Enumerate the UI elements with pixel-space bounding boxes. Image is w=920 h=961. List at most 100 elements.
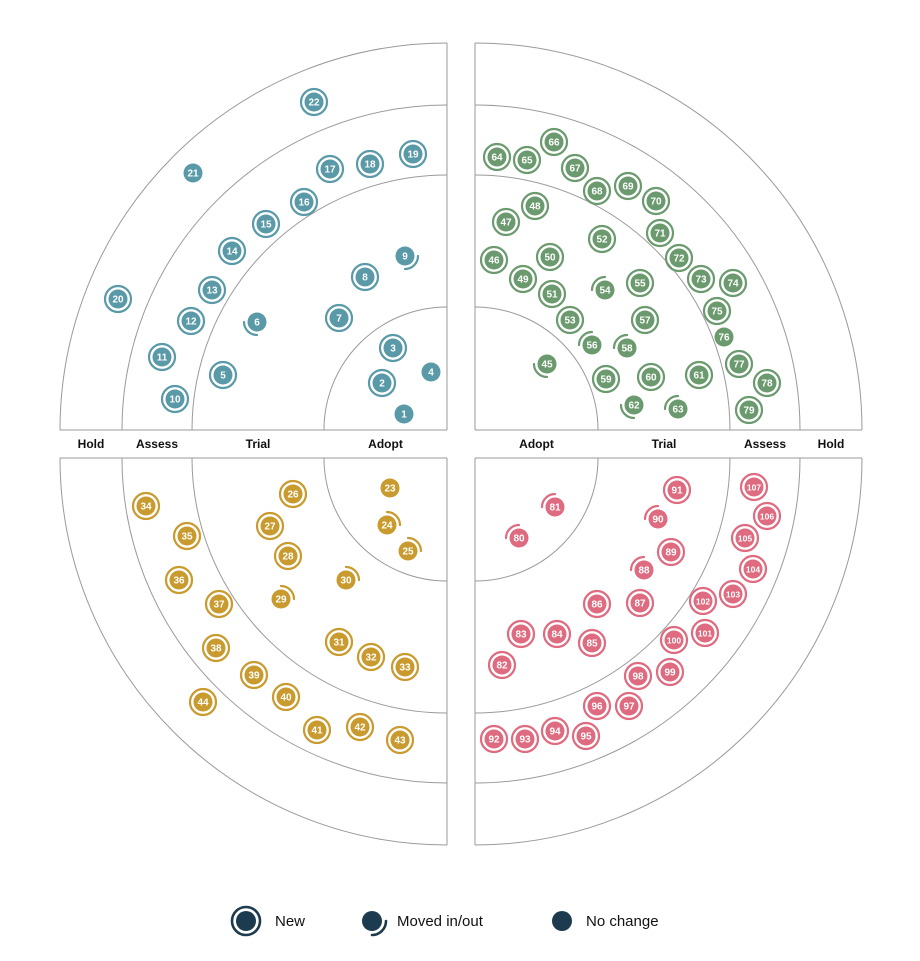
blip-48[interactable]: 48 (520, 191, 550, 221)
blip-75[interactable]: 75 (702, 296, 732, 326)
blip-87[interactable]: 87 (625, 588, 655, 618)
blip-99[interactable]: 99 (655, 657, 685, 687)
blip-20[interactable]: 20 (103, 284, 133, 314)
blip-69[interactable]: 69 (613, 171, 643, 201)
blip-52[interactable]: 52 (587, 224, 617, 254)
blip-68[interactable]: 68 (582, 176, 612, 206)
blip-58[interactable]: 58 (612, 333, 637, 358)
blip-17[interactable]: 17 (315, 154, 345, 184)
blip-33[interactable]: 33 (390, 652, 420, 682)
blip-34[interactable]: 34 (131, 491, 161, 521)
blip-103[interactable]: 103 (718, 579, 748, 609)
blip-42[interactable]: 42 (345, 712, 375, 742)
blip-7[interactable]: 7 (324, 303, 354, 333)
blip-22[interactable]: 22 (299, 87, 329, 117)
blip-53[interactable]: 53 (555, 305, 585, 335)
blip-25[interactable]: 25 (398, 536, 423, 561)
blip-40[interactable]: 40 (271, 682, 301, 712)
blip-67[interactable]: 67 (560, 153, 590, 183)
blip-38[interactable]: 38 (201, 633, 231, 663)
blip-88[interactable]: 88 (629, 555, 654, 580)
blip-96[interactable]: 96 (582, 691, 612, 721)
blip-1[interactable]: 1 (394, 404, 414, 424)
blip-8[interactable]: 8 (350, 262, 380, 292)
blip-98[interactable]: 98 (623, 661, 653, 691)
blip-16[interactable]: 16 (289, 187, 319, 217)
blip-60[interactable]: 60 (636, 362, 666, 392)
blip-83[interactable]: 83 (506, 619, 536, 649)
blip-57[interactable]: 57 (630, 305, 660, 335)
blip-54[interactable]: 54 (590, 275, 615, 300)
blip-4[interactable]: 4 (421, 362, 441, 382)
blip-36[interactable]: 36 (164, 565, 194, 595)
blip-24[interactable]: 24 (377, 510, 402, 535)
blip-61[interactable]: 61 (684, 360, 714, 390)
blip-23[interactable]: 23 (380, 478, 400, 498)
blip-37[interactable]: 37 (204, 589, 234, 619)
blip-11[interactable]: 11 (147, 342, 177, 372)
blip-78[interactable]: 78 (752, 368, 782, 398)
blip-62[interactable]: 62 (619, 395, 644, 420)
blip-102[interactable]: 102 (688, 586, 718, 616)
blip-18[interactable]: 18 (355, 149, 385, 179)
blip-27[interactable]: 27 (255, 511, 285, 541)
blip-31[interactable]: 31 (324, 627, 354, 657)
blip-89[interactable]: 89 (656, 537, 686, 567)
blip-84[interactable]: 84 (542, 619, 572, 649)
blip-101[interactable]: 101 (690, 618, 720, 648)
blip-39[interactable]: 39 (239, 660, 269, 690)
blip-95[interactable]: 95 (571, 721, 601, 751)
blip-2[interactable]: 2 (367, 368, 397, 398)
blip-9[interactable]: 9 (395, 246, 420, 271)
blip-26[interactable]: 26 (278, 479, 308, 509)
blip-51[interactable]: 51 (537, 279, 567, 309)
blip-90[interactable]: 90 (643, 504, 668, 529)
blip-6[interactable]: 6 (242, 312, 267, 337)
blip-71[interactable]: 71 (645, 218, 675, 248)
blip-10[interactable]: 10 (160, 384, 190, 414)
blip-73[interactable]: 73 (686, 264, 716, 294)
blip-44[interactable]: 44 (188, 687, 218, 717)
blip-28[interactable]: 28 (273, 541, 303, 571)
blip-5[interactable]: 5 (208, 360, 238, 390)
blip-104[interactable]: 104 (738, 554, 768, 584)
blip-66[interactable]: 66 (539, 127, 569, 157)
blip-21[interactable]: 21 (183, 163, 203, 183)
blip-43[interactable]: 43 (385, 725, 415, 755)
blip-56[interactable]: 56 (577, 330, 602, 355)
blip-46[interactable]: 46 (479, 245, 509, 275)
blip-65[interactable]: 65 (512, 145, 542, 175)
blip-32[interactable]: 32 (356, 642, 386, 672)
blip-30[interactable]: 30 (336, 565, 361, 590)
blip-107[interactable]: 107 (739, 472, 769, 502)
blip-15[interactable]: 15 (251, 209, 281, 239)
blip-14[interactable]: 14 (217, 236, 247, 266)
blip-29[interactable]: 29 (271, 584, 296, 609)
blip-19[interactable]: 19 (398, 139, 428, 169)
blip-93[interactable]: 93 (510, 724, 540, 754)
blip-47[interactable]: 47 (491, 207, 521, 237)
blip-94[interactable]: 94 (540, 716, 570, 746)
blip-92[interactable]: 92 (479, 724, 509, 754)
blip-72[interactable]: 72 (664, 243, 694, 273)
blip-41[interactable]: 41 (302, 715, 332, 745)
blip-86[interactable]: 86 (582, 589, 612, 619)
blip-82[interactable]: 82 (487, 650, 517, 680)
blip-85[interactable]: 85 (577, 628, 607, 658)
blip-12[interactable]: 12 (176, 306, 206, 336)
blip-80[interactable]: 80 (504, 523, 529, 548)
blip-81[interactable]: 81 (540, 492, 565, 517)
blip-70[interactable]: 70 (641, 186, 671, 216)
blip-3[interactable]: 3 (378, 333, 408, 363)
blip-106[interactable]: 106 (752, 501, 782, 531)
blip-105[interactable]: 105 (730, 523, 760, 553)
blip-91[interactable]: 91 (662, 475, 692, 505)
blip-64[interactable]: 64 (482, 142, 512, 172)
blip-59[interactable]: 59 (591, 364, 621, 394)
blip-100[interactable]: 100 (659, 625, 689, 655)
blip-35[interactable]: 35 (172, 521, 202, 551)
blip-13[interactable]: 13 (197, 275, 227, 305)
blip-79[interactable]: 79 (734, 395, 764, 425)
blip-50[interactable]: 50 (535, 242, 565, 272)
blip-74[interactable]: 74 (718, 268, 748, 298)
